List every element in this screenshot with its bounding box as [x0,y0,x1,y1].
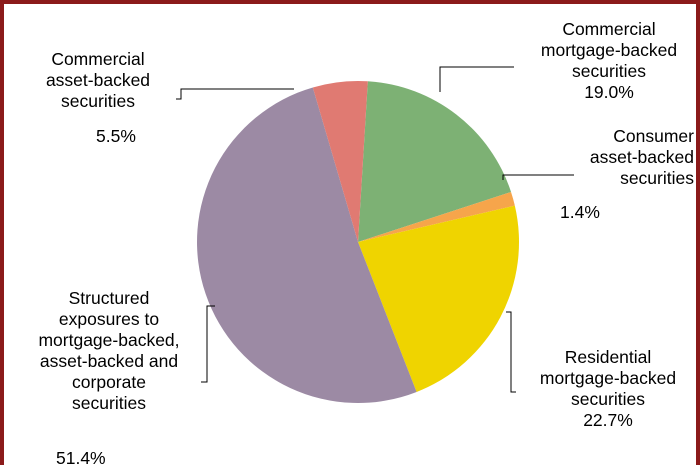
pie-slice-commercial-mbs [358,81,512,242]
pie-chart [176,66,574,403]
slice-label-line: asset-backed [589,147,694,167]
slice-label-line: Commercial [51,49,145,69]
slice-percent-commercial-abs: 5.5% [96,126,136,147]
slice-percent-structured: 51.4% [56,448,106,469]
pie-slice-residential-mbs [358,205,520,392]
leader-line-consumer-abs [502,174,574,180]
pie-slice-structured [197,87,417,403]
slice-percent-consumer-abs: 1.4% [560,202,600,223]
leader-line-commercial-mbs [439,66,514,92]
slice-label-line: securities [571,389,645,409]
slice-label-line: mortgage-backed [539,368,677,388]
slice-label-line: securities [61,91,135,111]
slice-label-line: asset-backed and [39,351,179,371]
slice-label-line: Residential [564,347,652,367]
slice-percent: 22.7% [583,410,633,430]
leader-line-residential-mbs [506,311,516,393]
slice-percent: 19.0% [584,82,634,102]
slice-label-line: corporate [72,372,146,392]
slice-label-line: Commercial [562,19,656,39]
slice-label-consumer-abs: Consumer asset-backed securities [524,126,694,189]
slice-label-commercial-abs: Commercial asset-backed securities [14,49,182,112]
slice-label-line: securities [620,168,694,188]
slice-label-residential-mbs: Residential mortgage-backed securities 2… [509,347,700,431]
slice-label-line: mortgage-backed [540,40,678,60]
slice-percent: 1.4% [560,202,600,222]
slice-label-line: mortgage-backed, [38,330,180,350]
slice-percent: 51.4% [56,448,106,468]
slice-label-line: securities [572,61,646,81]
slice-label-line: Consumer [613,126,694,146]
slice-label-line: Structured [68,288,150,308]
slice-label-line: asset-backed [45,70,151,90]
slice-label-line: securities [72,393,146,413]
leader-line-commercial-abs [176,88,294,100]
slice-percent: 5.5% [96,126,136,146]
slice-label-structured: Structured exposures to mortgage-backed,… [12,288,206,414]
pie-slice-commercial-abs [312,80,368,242]
slice-label-line: exposures to [58,309,160,329]
pie-slice-consumer-abs [358,191,515,242]
leader-line-structured [201,305,215,383]
slice-label-commercial-mbs: Commercial mortgage-backed securities 19… [509,19,700,103]
